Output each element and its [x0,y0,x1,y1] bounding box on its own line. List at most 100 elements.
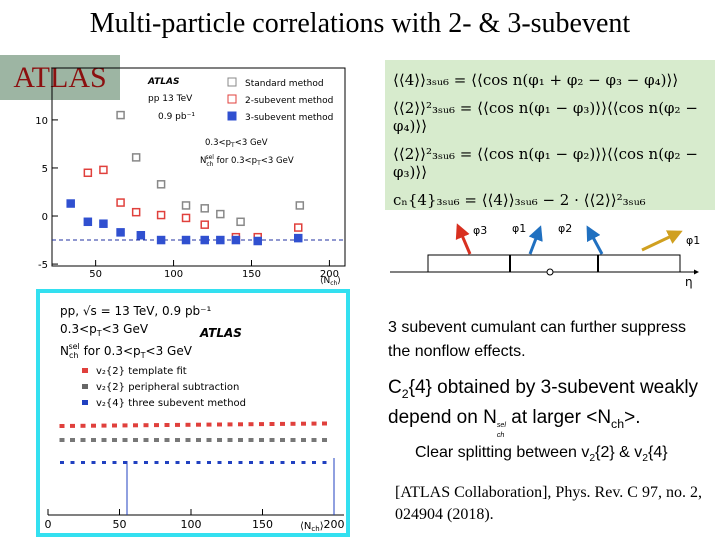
t: N [60,344,69,358]
point [216,209,225,219]
x-tick-label: 150 [242,269,261,280]
point [99,165,108,175]
t: for 0.3<p [80,344,141,358]
decor-point [311,421,317,426]
decor-point [290,421,296,426]
diagram-label: φ1 [686,234,700,247]
decor-point [133,438,138,442]
t: ch [496,430,505,439]
point [83,168,93,178]
legend-entry: Standard method [245,79,324,89]
x-tick-label: 100 [164,269,183,280]
t: at larger <N [505,406,612,428]
decor-point [217,461,222,464]
plot-frame [51,67,346,267]
decor-point [248,438,254,442]
decor-point [269,438,275,442]
bottom-plot: pp, √s = 13 TeV, 0.9 pb⁻¹ 0.3<pT<3 GeV A… [36,289,350,537]
diagram: φ3 φ1 φ2 φ1 η [390,222,700,289]
decor-point [291,461,295,464]
decor-point [154,438,159,442]
decor-point [91,423,96,428]
decor-point [206,438,212,442]
decor-point [81,461,85,464]
t: T [96,329,102,338]
point [116,198,125,207]
decor-point [301,461,306,464]
t: N [200,156,206,166]
decor-point [270,461,274,464]
t: <3 GeV [146,344,193,358]
decor-point [60,461,64,464]
t: <3 GeV [261,156,294,166]
decor-point [143,438,149,442]
t: ch [311,525,319,533]
decor-point [175,422,180,427]
t: <3 GeV [102,322,149,336]
legend-entry: 3-subevent method [245,113,333,123]
decor-point [207,461,211,464]
y-tick-label: 10 [35,116,48,127]
decor-point [175,461,180,464]
legend-marker [227,77,237,87]
x-label: ⟨Nch⟩ [320,276,341,287]
axis-label: η [685,275,693,289]
decor-point [59,424,65,428]
decor-point [164,423,170,427]
point [156,235,166,245]
t: 2 [401,386,409,401]
legend-entry: v₂{2} template fit [96,366,187,377]
t: ch [330,280,337,287]
point [216,235,225,245]
decor-point [101,438,107,442]
t: >. [624,406,641,428]
formula-box: ⟨⟨4⟩⟩₃ₛᵤ₆ = ⟨⟨cos n(φ₁ + φ₂ − φ₃ − φ₄)⟩⟩… [385,60,715,210]
point [200,204,209,213]
t: ⟩ [337,276,341,286]
decor-point [91,461,96,464]
plot-text: 0.3<pT<3 GeV [205,138,268,149]
point [116,228,125,237]
point [181,201,191,210]
decor-point [269,422,275,426]
legend-entry: v₂{2} peripheral subtraction [96,382,239,393]
diagram-label: φ3 [473,224,487,237]
point [83,217,93,227]
t: T [230,142,235,149]
legend-marker [82,400,88,405]
arrow [641,230,683,252]
decor-point [196,461,201,464]
decor-point [217,422,222,427]
point [200,235,209,245]
decor-point [102,461,106,464]
t: 0.3<p [205,138,231,148]
arrow [455,223,472,255]
plot-text: ATLAS [147,77,179,87]
decor-point [143,423,149,428]
decor-point [185,422,191,427]
decor-point [280,461,285,464]
t: Clear splitting between v [415,444,590,461]
t: for 0.3<p [214,156,257,166]
t: ⟨N [300,521,311,532]
decor-point [248,422,254,427]
decor-point [259,461,264,464]
formula: ⟨⟨2⟩⟩²₃ₛᵤ₆ = ⟨⟨cos n(φ₁ − φ₃)⟩⟩⟨⟨cos n(φ… [393,99,698,135]
decor-point [227,422,233,427]
x-tick-label: 200 [323,518,344,531]
point [236,217,245,227]
legend-marker [227,111,237,121]
plot-text: pp, √s = 13 TeV, 0.9 pb⁻¹ [60,304,212,318]
decor-point [280,438,285,442]
decor-point [238,461,243,464]
t: 2 [589,453,596,465]
point [293,233,303,243]
t: depend on N [388,406,497,428]
decor-point [259,438,264,442]
legend-entry: 2-subevent method [245,96,333,106]
decor-point [238,422,243,427]
point [116,110,125,120]
t: ch [611,416,625,431]
decor-point [280,421,285,426]
